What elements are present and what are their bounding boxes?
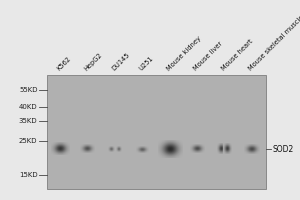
Text: 55KD: 55KD [19, 87, 38, 93]
Text: HepG2: HepG2 [83, 52, 103, 72]
Text: Mouse kidney: Mouse kidney [165, 35, 202, 72]
Text: SOD2: SOD2 [272, 145, 293, 154]
Bar [46, 75, 266, 189]
Text: Mouse skeletal muscle: Mouse skeletal muscle [248, 14, 300, 72]
Text: 25KD: 25KD [19, 138, 38, 144]
Text: DU145: DU145 [111, 52, 131, 72]
Text: 15KD: 15KD [19, 172, 38, 178]
Text: U251: U251 [138, 55, 155, 72]
Text: Mouse liver: Mouse liver [193, 41, 224, 72]
Text: 35KD: 35KD [19, 118, 38, 124]
Text: Mouse heart: Mouse heart [220, 38, 254, 72]
Text: 40KD: 40KD [19, 104, 38, 110]
Text: K562: K562 [56, 56, 72, 72]
